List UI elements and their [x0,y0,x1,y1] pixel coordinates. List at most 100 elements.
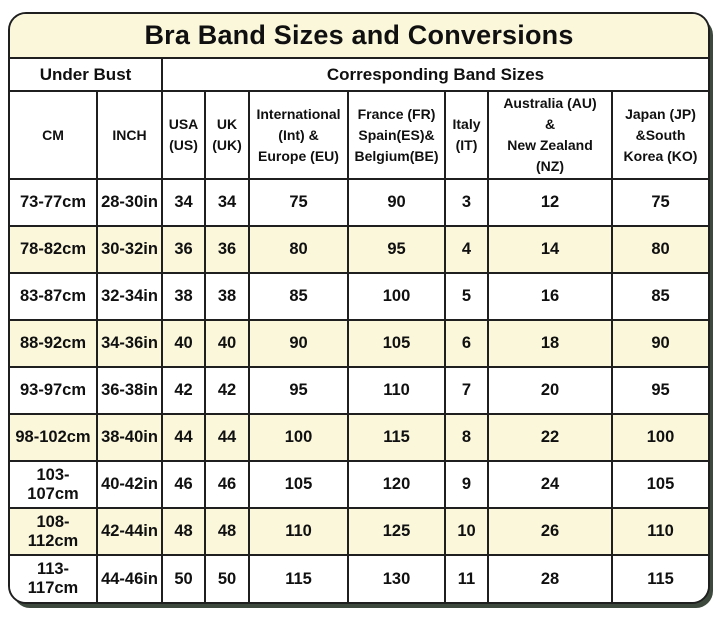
column-header-japan-korea: Japan (JP) &South Korea (KO) [611,90,708,180]
cell-eu: 75 [248,178,349,227]
cell-cm: 98-102cm [10,413,98,462]
cell-eu: 95 [248,366,349,415]
cell-it: 7 [444,366,489,415]
cell-au-nz: 28 [487,554,613,602]
cell-eu: 80 [248,225,349,274]
cell-fr: 105 [347,319,446,368]
table-row: 103-107cm 40-42in 46 46 105 120 9 24 105 [10,460,708,509]
cell-au-nz: 20 [487,366,613,415]
cell-jp-ko: 100 [611,413,708,462]
cell-jp-ko: 110 [611,507,708,556]
cell-usa: 46 [161,460,206,509]
cell-it: 4 [444,225,489,274]
cell-it: 6 [444,319,489,368]
cell-usa: 42 [161,366,206,415]
cell-uk: 44 [204,413,250,462]
cell-au-nz: 12 [487,178,613,227]
cell-fr: 130 [347,554,446,602]
column-header-italy: Italy (IT) [444,90,489,180]
cell-usa: 40 [161,319,206,368]
cell-cm: 103-107cm [10,460,98,509]
cell-inch: 28-30in [96,178,163,227]
cell-usa: 38 [161,272,206,321]
cell-uk: 34 [204,178,250,227]
group-header-under-bust: Under Bust [10,57,163,92]
cell-jp-ko: 80 [611,225,708,274]
cell-inch: 44-46in [96,554,163,602]
column-header-cm: CM [10,90,98,180]
cell-au-nz: 16 [487,272,613,321]
cell-it: 11 [444,554,489,602]
cell-au-nz: 18 [487,319,613,368]
cell-eu: 85 [248,272,349,321]
table-row: 98-102cm 38-40in 44 44 100 115 8 22 100 [10,413,708,462]
cell-jp-ko: 105 [611,460,708,509]
cell-jp-ko: 95 [611,366,708,415]
table-row: 83-87cm 32-34in 38 38 85 100 5 16 85 [10,272,708,321]
cell-jp-ko: 85 [611,272,708,321]
cell-fr: 110 [347,366,446,415]
cell-uk: 50 [204,554,250,602]
cell-cm: 73-77cm [10,178,98,227]
column-header-inch: INCH [96,90,163,180]
cell-fr: 90 [347,178,446,227]
cell-uk: 38 [204,272,250,321]
cell-it: 3 [444,178,489,227]
cell-au-nz: 26 [487,507,613,556]
cell-cm: 83-87cm [10,272,98,321]
column-header-australia-nz: Australia (AU) & New Zealand (NZ) [487,90,613,180]
cell-inch: 40-42in [96,460,163,509]
group-header-row: Under Bust Corresponding Band Sizes [10,57,708,92]
cell-inch: 34-36in [96,319,163,368]
cell-inch: 36-38in [96,366,163,415]
cell-fr: 95 [347,225,446,274]
cell-usa: 50 [161,554,206,602]
cell-it: 8 [444,413,489,462]
column-header-uk: UK (UK) [204,90,250,180]
cell-cm: 108-112cm [10,507,98,556]
cell-usa: 34 [161,178,206,227]
cell-it: 10 [444,507,489,556]
cell-cm: 78-82cm [10,225,98,274]
cell-eu: 100 [248,413,349,462]
column-header-france-spain-belgium: France (FR) Spain(ES)& Belgium(BE) [347,90,446,180]
table-row: 93-97cm 36-38in 42 42 95 110 7 20 95 [10,366,708,415]
cell-uk: 36 [204,225,250,274]
cell-it: 5 [444,272,489,321]
cell-eu: 105 [248,460,349,509]
cell-au-nz: 22 [487,413,613,462]
cell-it: 9 [444,460,489,509]
cell-uk: 42 [204,366,250,415]
cell-au-nz: 14 [487,225,613,274]
table-row: 78-82cm 30-32in 36 36 80 95 4 14 80 [10,225,708,274]
cell-eu: 115 [248,554,349,602]
cell-jp-ko: 75 [611,178,708,227]
table-row: 88-92cm 34-36in 40 40 90 105 6 18 90 [10,319,708,368]
cell-cm: 88-92cm [10,319,98,368]
table-title: Bra Band Sizes and Conversions [10,14,708,59]
table-row: 113-117cm 44-46in 50 50 115 130 11 28 11… [10,554,708,602]
cell-fr: 125 [347,507,446,556]
cell-jp-ko: 115 [611,554,708,602]
cell-fr: 100 [347,272,446,321]
cell-uk: 40 [204,319,250,368]
cell-inch: 32-34in [96,272,163,321]
table-row: 108-112cm 42-44in 48 48 110 125 10 26 11… [10,507,708,556]
size-conversion-table: Bra Band Sizes and Conversions Under Bus… [10,14,708,602]
cell-fr: 120 [347,460,446,509]
column-header-row: CM INCH USA (US) UK (UK) International (… [10,90,708,180]
title-row: Bra Band Sizes and Conversions [10,14,708,59]
cell-uk: 48 [204,507,250,556]
cell-cm: 113-117cm [10,554,98,602]
cell-fr: 115 [347,413,446,462]
group-header-band-sizes: Corresponding Band Sizes [161,57,708,92]
cell-eu: 110 [248,507,349,556]
cell-inch: 30-32in [96,225,163,274]
cell-jp-ko: 90 [611,319,708,368]
cell-inch: 42-44in [96,507,163,556]
cell-inch: 38-40in [96,413,163,462]
cell-usa: 48 [161,507,206,556]
cell-eu: 90 [248,319,349,368]
column-header-international-europe: International (Int) & Europe (EU) [248,90,349,180]
